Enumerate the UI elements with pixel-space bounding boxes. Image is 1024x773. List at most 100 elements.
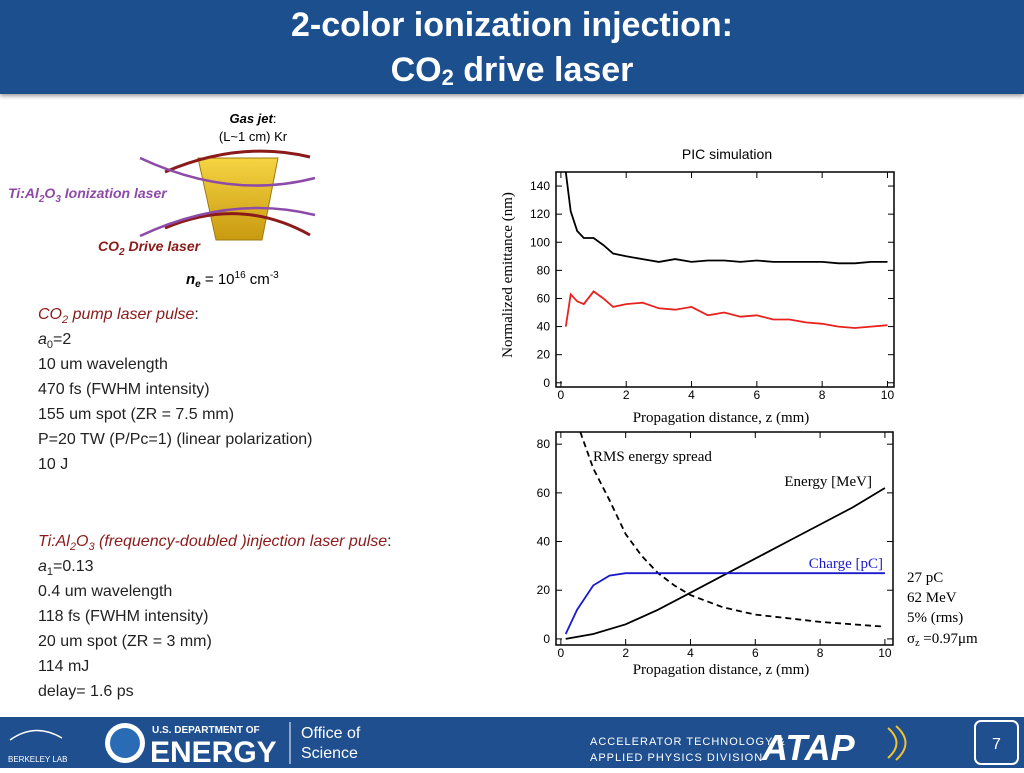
gas-spec: (L~1 cm) Kr [219, 129, 288, 144]
label-part: Gas jet [230, 111, 274, 126]
title-part: : [387, 533, 391, 550]
plot-frame [555, 171, 895, 388]
param-part: a [38, 331, 47, 348]
y-axis-label: Normalized emittance (nm) [500, 192, 516, 358]
doe-main: ENERGY [150, 736, 277, 768]
title-part: O [76, 533, 88, 550]
page-box [974, 720, 1019, 765]
division: APPLIED PHYSICS DIVISION [590, 752, 763, 764]
result: 5% (rms) [907, 610, 963, 626]
y-tick-label: 0 [543, 376, 550, 390]
label-sub: 3 [55, 194, 61, 205]
body-line: 155 um spot (ZR = 7.5 mm) [38, 406, 234, 423]
x-tick-label: 6 [753, 388, 760, 402]
series-line [579, 432, 885, 628]
title-part: CO [38, 306, 62, 323]
title-sub: 2 [69, 541, 76, 553]
x-axis-label: Propagation distance, z (mm) [633, 662, 810, 678]
param-sub: 0 [47, 339, 53, 351]
x-tick-label: 8 [817, 646, 824, 660]
injection-title: Ti:Al2O3 (frequency-doubled )injection l… [38, 533, 392, 553]
label-part: O [44, 185, 55, 201]
label-part: Ti:Al [8, 185, 40, 201]
y-tick-label: 0 [543, 632, 550, 646]
label-sub: 2 [38, 194, 45, 205]
body-line: 0.4 um wavelength [38, 583, 172, 600]
param-part: a [38, 558, 47, 575]
y-tick-label: 140 [530, 179, 550, 193]
result: σz =0.97μm [907, 631, 978, 649]
y-tick-label: 60 [537, 486, 551, 500]
x-tick-label: 4 [687, 646, 694, 660]
x-tick-label: 10 [881, 388, 895, 402]
series-line [564, 572, 885, 635]
y-tick-label: 100 [530, 235, 550, 249]
y-tick-label: 80 [537, 263, 551, 277]
series-line [565, 487, 886, 640]
body-line: P=20 TW (P/Pc=1) (linear polarization) [38, 431, 312, 448]
series-label: Charge [pC] [809, 556, 883, 572]
pump-title: CO2 pump laser pulse: [38, 306, 199, 326]
density-sup: -3 [270, 270, 279, 281]
param-part: =2 [53, 331, 71, 348]
density-part: n [186, 271, 195, 288]
office: Office of [301, 725, 361, 742]
body-line: 20 um spot (ZR = 3 mm) [38, 633, 212, 650]
y-tick-label: 40 [537, 535, 551, 549]
body-line: 470 fs (FWHM intensity) [38, 381, 210, 398]
result-sub: z [915, 638, 920, 649]
result: 62 MeV [907, 590, 957, 606]
label-part: : [273, 111, 277, 126]
density-sub: e [195, 279, 201, 290]
x-axis-label: Propagation distance, z (mm) [633, 410, 810, 426]
ionization-laser-curve [139, 206, 316, 238]
drive-laser-curve [164, 149, 311, 174]
y-tick-label: 60 [537, 291, 551, 305]
series-line [564, 172, 888, 265]
doe-top: U.S. DEPARTMENT OF [152, 725, 260, 736]
body-line: 10 um wavelength [38, 356, 168, 373]
atap-arcs [887, 725, 907, 761]
density-part: cm [246, 271, 270, 288]
series-label: Energy [MeV] [784, 474, 872, 490]
office: Science [301, 745, 358, 762]
title-part: CO [391, 51, 442, 89]
series-label: RMS energy spread [593, 449, 712, 465]
label-part: CO [98, 238, 119, 254]
title-sub: 2 [61, 314, 68, 326]
result-part: σ [907, 631, 915, 647]
density: ne = 1016 cm-3 [186, 270, 279, 290]
injection-a1: a1=0.13 [38, 558, 94, 578]
ionization-laser-label: Ti:Al2O3 Ionization laser [8, 185, 168, 205]
header-band [0, 0, 1024, 94]
y-tick-label: 120 [530, 207, 550, 221]
y-tick-label: 40 [537, 320, 551, 334]
division: ACCELERATOR TECHNOLOGY & [590, 736, 786, 748]
result: 27 pC [907, 570, 943, 586]
y-tick-label: 80 [537, 437, 551, 451]
title-part: (frequency-doubled )injection laser puls… [95, 533, 388, 550]
x-tick-label: 6 [752, 646, 759, 660]
body-line: 118 fs (FWHM intensity) [38, 608, 208, 625]
label-sub: 2 [118, 247, 125, 258]
title-sub: 2 [442, 65, 454, 90]
doe-seal-inner [110, 728, 140, 758]
body-line: delay= 1.6 ps [38, 683, 134, 700]
x-tick-label: 4 [688, 388, 695, 402]
x-tick-label: 0 [558, 388, 565, 402]
plot-frame [555, 431, 894, 646]
ionization-laser-curve [139, 156, 316, 187]
page-number: 7 [992, 736, 1001, 753]
x-tick-label: 8 [819, 388, 826, 402]
title-sub: 3 [88, 541, 95, 553]
drive-laser-label: CO2 Drive laser [98, 238, 202, 258]
atap-logo: ATAP [761, 727, 856, 768]
param-sub: 1 [47, 566, 53, 578]
lab-logo [9, 729, 63, 741]
body-line: 114 mJ [38, 658, 89, 675]
footer-band [0, 717, 1024, 768]
title-part: Ti:Al [38, 533, 70, 550]
series-line [564, 290, 888, 329]
y-tick-label: 20 [537, 583, 551, 597]
x-tick-label: 0 [558, 646, 565, 660]
